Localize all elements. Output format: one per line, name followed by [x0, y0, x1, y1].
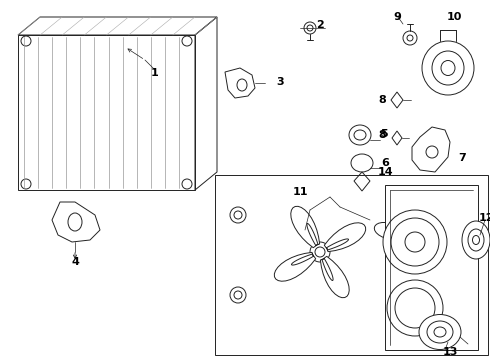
Circle shape	[21, 179, 31, 189]
Text: 1: 1	[151, 68, 159, 78]
Text: 8: 8	[378, 95, 386, 105]
Text: 14: 14	[377, 167, 393, 177]
Text: 13: 13	[442, 347, 458, 357]
Ellipse shape	[351, 154, 373, 172]
Circle shape	[410, 233, 420, 243]
Circle shape	[234, 291, 242, 299]
Polygon shape	[391, 92, 403, 108]
Text: 11: 11	[292, 187, 308, 197]
Circle shape	[230, 287, 246, 303]
Text: 8: 8	[378, 130, 386, 140]
Circle shape	[182, 36, 192, 46]
Circle shape	[383, 210, 447, 274]
Circle shape	[387, 280, 443, 336]
Bar	[215, 175, 488, 355]
Text: 12: 12	[478, 213, 490, 223]
Ellipse shape	[426, 146, 438, 158]
Circle shape	[234, 211, 242, 219]
Circle shape	[407, 35, 413, 41]
Ellipse shape	[68, 213, 82, 231]
Ellipse shape	[441, 60, 455, 76]
Polygon shape	[274, 252, 316, 281]
Polygon shape	[324, 223, 366, 252]
Ellipse shape	[422, 41, 474, 95]
Circle shape	[307, 25, 313, 31]
Text: 10: 10	[446, 12, 462, 22]
Text: 2: 2	[316, 20, 324, 30]
Circle shape	[405, 228, 425, 248]
Circle shape	[391, 266, 399, 274]
Polygon shape	[399, 244, 417, 279]
Ellipse shape	[427, 321, 453, 343]
Polygon shape	[392, 131, 402, 145]
Polygon shape	[413, 197, 431, 232]
Text: 7: 7	[458, 153, 466, 163]
Circle shape	[387, 262, 403, 278]
Circle shape	[395, 288, 435, 328]
Circle shape	[304, 22, 316, 34]
Polygon shape	[225, 68, 255, 98]
Ellipse shape	[468, 229, 484, 251]
Ellipse shape	[419, 315, 461, 350]
Circle shape	[21, 36, 31, 46]
Text: 4: 4	[71, 257, 79, 267]
Polygon shape	[291, 206, 319, 248]
Circle shape	[403, 31, 417, 45]
Polygon shape	[421, 236, 456, 253]
Polygon shape	[320, 256, 349, 298]
Bar	[18, 35, 195, 190]
Text: 6: 6	[381, 158, 389, 168]
Circle shape	[405, 232, 425, 252]
Polygon shape	[354, 172, 370, 191]
Ellipse shape	[349, 125, 371, 145]
Ellipse shape	[462, 221, 490, 259]
Ellipse shape	[472, 235, 480, 244]
Text: 9: 9	[393, 12, 401, 22]
Circle shape	[315, 247, 325, 257]
Text: 3: 3	[276, 77, 284, 87]
Polygon shape	[52, 202, 100, 242]
Circle shape	[391, 218, 439, 266]
Ellipse shape	[434, 327, 446, 337]
Circle shape	[182, 179, 192, 189]
Ellipse shape	[432, 51, 464, 85]
Ellipse shape	[354, 130, 366, 140]
Polygon shape	[374, 222, 409, 240]
Circle shape	[310, 242, 330, 262]
Text: 5: 5	[380, 129, 388, 139]
Ellipse shape	[237, 79, 247, 91]
Bar	[385, 185, 478, 350]
Polygon shape	[412, 127, 450, 172]
Circle shape	[230, 207, 246, 223]
